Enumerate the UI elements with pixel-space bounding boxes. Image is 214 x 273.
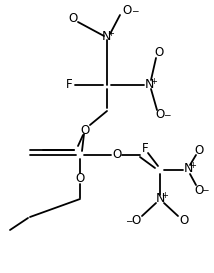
Text: O: O — [112, 149, 122, 162]
Text: F: F — [66, 79, 72, 91]
Text: O: O — [75, 173, 85, 185]
Text: O: O — [68, 11, 78, 25]
Text: O: O — [179, 215, 189, 227]
Text: N: N — [144, 78, 154, 91]
Text: +: + — [108, 29, 114, 38]
Text: −: − — [201, 185, 209, 194]
Text: +: + — [190, 162, 196, 171]
Text: N: N — [155, 192, 165, 206]
Text: N: N — [101, 31, 111, 43]
Text: F: F — [142, 141, 148, 155]
Text: O: O — [122, 4, 132, 17]
Text: O: O — [131, 215, 141, 227]
Text: O: O — [155, 108, 165, 121]
Text: +: + — [162, 191, 168, 200]
Text: O: O — [80, 123, 90, 136]
Text: +: + — [151, 76, 158, 85]
Text: −: − — [163, 111, 171, 120]
Text: O: O — [154, 46, 164, 60]
Text: O: O — [194, 183, 204, 197]
Text: O: O — [194, 144, 204, 156]
Text: −: − — [125, 216, 133, 225]
Text: N: N — [183, 162, 193, 176]
Text: −: − — [131, 7, 139, 16]
